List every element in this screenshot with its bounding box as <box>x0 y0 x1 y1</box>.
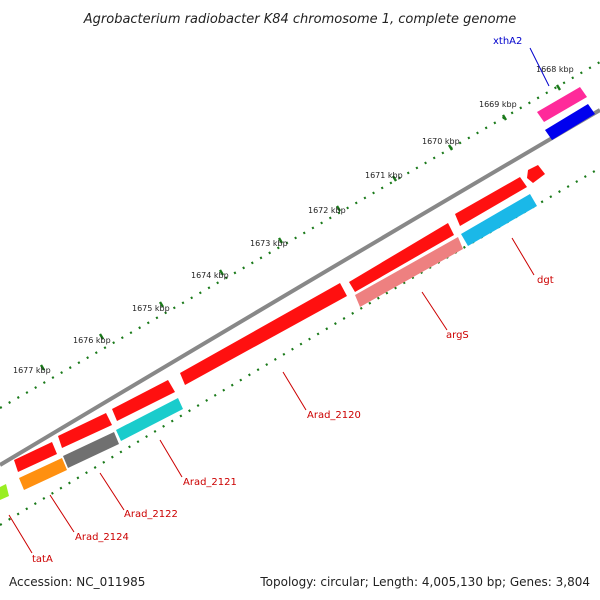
gene-arrow-tata[interactable] <box>0 484 9 500</box>
gene-arrow[interactable] <box>58 413 112 448</box>
tick-mark <box>98 333 105 340</box>
leader-arad-2122 <box>99 472 125 511</box>
leader-args <box>421 291 448 331</box>
gene-label-arad-2122[interactable]: Arad_2122 <box>124 509 178 520</box>
gene-label-arad-2121[interactable]: Arad_2121 <box>183 477 237 488</box>
tick-mark <box>447 144 454 151</box>
ruler-labels: 1668 kbp 1669 kbp 1670 kbp 1671 kbp 1672… <box>13 65 574 375</box>
leader-arad-2121 <box>159 439 183 478</box>
gene-label-arad-2120[interactable]: Arad_2120 <box>307 410 361 421</box>
tick-label: 1675 kbp <box>132 304 170 313</box>
tick-mark <box>158 301 165 308</box>
gene-arrow[interactable] <box>349 223 454 292</box>
tick-mark <box>555 84 562 91</box>
tick-mark <box>277 237 284 244</box>
ruler-dotted-arc <box>0 61 600 409</box>
genome-backbone <box>0 108 600 467</box>
forward-genes <box>14 165 545 472</box>
map-title: Agrobacterium radiobacter K84 chromosome… <box>83 12 516 27</box>
gene-arrow-xtha2[interactable] <box>545 104 595 140</box>
tick-label: 1668 kbp <box>536 65 574 74</box>
genome-summary-text: Topology: circular; Length: 4,005,130 bp… <box>259 575 590 589</box>
tick-label: 1672 kbp <box>308 206 346 215</box>
tick-mark <box>501 114 508 121</box>
gene-arrow-dgt[interactable] <box>461 194 537 246</box>
gene-arrow[interactable] <box>527 165 545 183</box>
gene-arrow-magenta[interactable] <box>537 87 587 122</box>
tick-label: 1676 kbp <box>73 336 111 345</box>
leader-dgt <box>511 237 535 276</box>
gene-label-arad-2124[interactable]: Arad_2124 <box>75 532 129 543</box>
tick-label: 1671 kbp <box>365 171 403 180</box>
leader-tata <box>8 514 33 554</box>
label-leaders <box>8 47 550 554</box>
gene-label-xtha2[interactable]: xthA2 <box>493 36 522 47</box>
gene-label-args[interactable]: argS <box>446 330 469 341</box>
gene-label-tata[interactable]: tatA <box>32 554 53 565</box>
gene-arrow-args[interactable] <box>355 237 463 307</box>
leader-arad-2124 <box>49 494 75 533</box>
gene-labels: xthA2 dgt argS Arad_2120 Arad_2121 Arad_… <box>32 36 554 565</box>
leader-arad-2120 <box>282 371 307 411</box>
ruler-major-ticks <box>39 84 562 371</box>
gene-arrow-arad-2120[interactable] <box>180 283 347 385</box>
reverse-genes <box>0 87 595 500</box>
tick-label: 1673 kbp <box>250 239 288 248</box>
ruler-dots-outer <box>0 61 600 409</box>
tick-label: 1669 kbp <box>479 100 517 109</box>
gene-arrow-arad-2124[interactable] <box>19 458 67 490</box>
tick-label: 1677 kbp <box>13 366 51 375</box>
tick-label: 1674 kbp <box>191 271 229 280</box>
leader-xtha2 <box>529 47 550 87</box>
tick-mark <box>391 175 398 182</box>
gene-label-dgt[interactable]: dgt <box>537 275 554 286</box>
accession-text: Accession: NC_011985 <box>9 575 145 589</box>
tick-mark <box>218 269 225 276</box>
gene-arrow[interactable] <box>112 380 175 421</box>
gene-arrow-arad-2121[interactable] <box>116 398 183 441</box>
tick-mark <box>39 364 46 371</box>
gene-arrow[interactable] <box>14 442 57 472</box>
gene-arrow[interactable] <box>455 177 527 226</box>
tick-mark <box>335 205 342 212</box>
gene-arrow-arad-2122[interactable] <box>63 432 119 468</box>
tick-label: 1670 kbp <box>422 137 460 146</box>
